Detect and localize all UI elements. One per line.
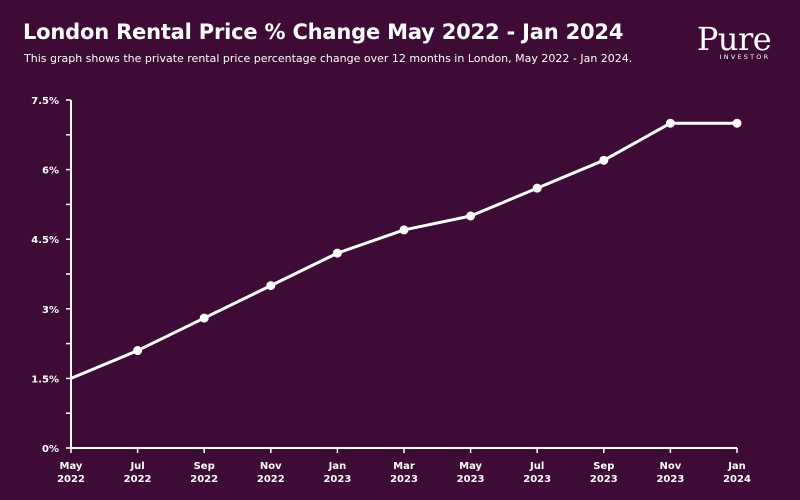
data-point (266, 281, 276, 291)
x-axis: May 2022 Jul 2022 Sep 2022 Nov 2022 Jan 2023 Mar 20… (57, 447, 751, 485)
data-point (532, 183, 542, 193)
x-tick-year: 2022 (124, 474, 152, 485)
y-tick-label: 7.5% (31, 96, 59, 107)
y-tick-label: 0% (42, 444, 59, 455)
y-axis: 0% 1.5% 3% 4.5% 6% 7.5% (31, 96, 72, 455)
x-tick-month: Sep (194, 461, 215, 472)
x-tick-year: 2023 (457, 474, 485, 485)
x-tick-year: 2022 (57, 474, 85, 485)
x-tick-year: 2022 (257, 474, 285, 485)
x-tick-year: 2024 (723, 474, 751, 485)
data-point (732, 118, 742, 128)
x-tick-month: Nov (660, 461, 682, 472)
x-tick-year: 2023 (390, 474, 418, 485)
data-point (199, 313, 209, 323)
x-tick-month: Jul (129, 461, 144, 472)
x-tick-label: Mar 2023 (390, 461, 418, 485)
chart-subtitle: This graph shows the private rental pric… (24, 52, 633, 65)
x-tick-year: 2023 (590, 474, 618, 485)
series-line (70, 121, 737, 380)
pure-investor-logo: Pure INVESTOR (686, 22, 782, 61)
y-tick-label: 3% (42, 305, 59, 316)
x-tick-label: Sep 2022 (190, 461, 218, 485)
x-tick-month: Jul (529, 461, 544, 472)
x-tick-year: 2023 (656, 474, 684, 485)
x-tick-label: Jan 2024 (723, 461, 751, 485)
y-tick-label: 1.5% (31, 374, 59, 385)
x-tick-year: 2023 (323, 474, 351, 485)
data-point (133, 346, 143, 356)
x-tick-month: Mar (393, 461, 415, 472)
x-tick-label: Sep 2023 (590, 461, 618, 485)
x-tick-month: Jan (328, 461, 347, 472)
data-point (466, 211, 476, 221)
chart-title: London Rental Price % Change May 2022 - … (23, 20, 624, 44)
x-tick-month: May (459, 461, 482, 472)
x-tick-label: May 2022 (57, 461, 85, 485)
x-tick-month: Sep (593, 461, 614, 472)
x-tick-label: May 2023 (457, 461, 485, 485)
series-line-group (70, 121, 737, 380)
data-point (599, 155, 609, 165)
x-tick-month: Nov (260, 461, 282, 472)
logo-subtitle: INVESTOR (719, 53, 771, 61)
data-point (399, 225, 409, 235)
x-tick-label: Jul 2022 (124, 461, 152, 485)
x-tick-month: May (60, 461, 83, 472)
x-tick-label: Nov 2023 (656, 461, 684, 485)
x-tick-month: Jan (727, 461, 746, 472)
x-tick-label: Jan 2023 (323, 461, 351, 485)
x-tick-year: 2023 (523, 474, 551, 485)
data-point (332, 248, 342, 258)
x-tick-label: Nov 2022 (257, 461, 285, 485)
x-tick-label: Jul 2023 (523, 461, 551, 485)
logo-wordmark: Pure (696, 20, 772, 58)
y-tick-label: 4.5% (31, 235, 59, 246)
x-tick-year: 2022 (190, 474, 218, 485)
data-points (133, 118, 742, 356)
y-tick-label: 6% (42, 166, 59, 177)
data-point (665, 118, 675, 128)
